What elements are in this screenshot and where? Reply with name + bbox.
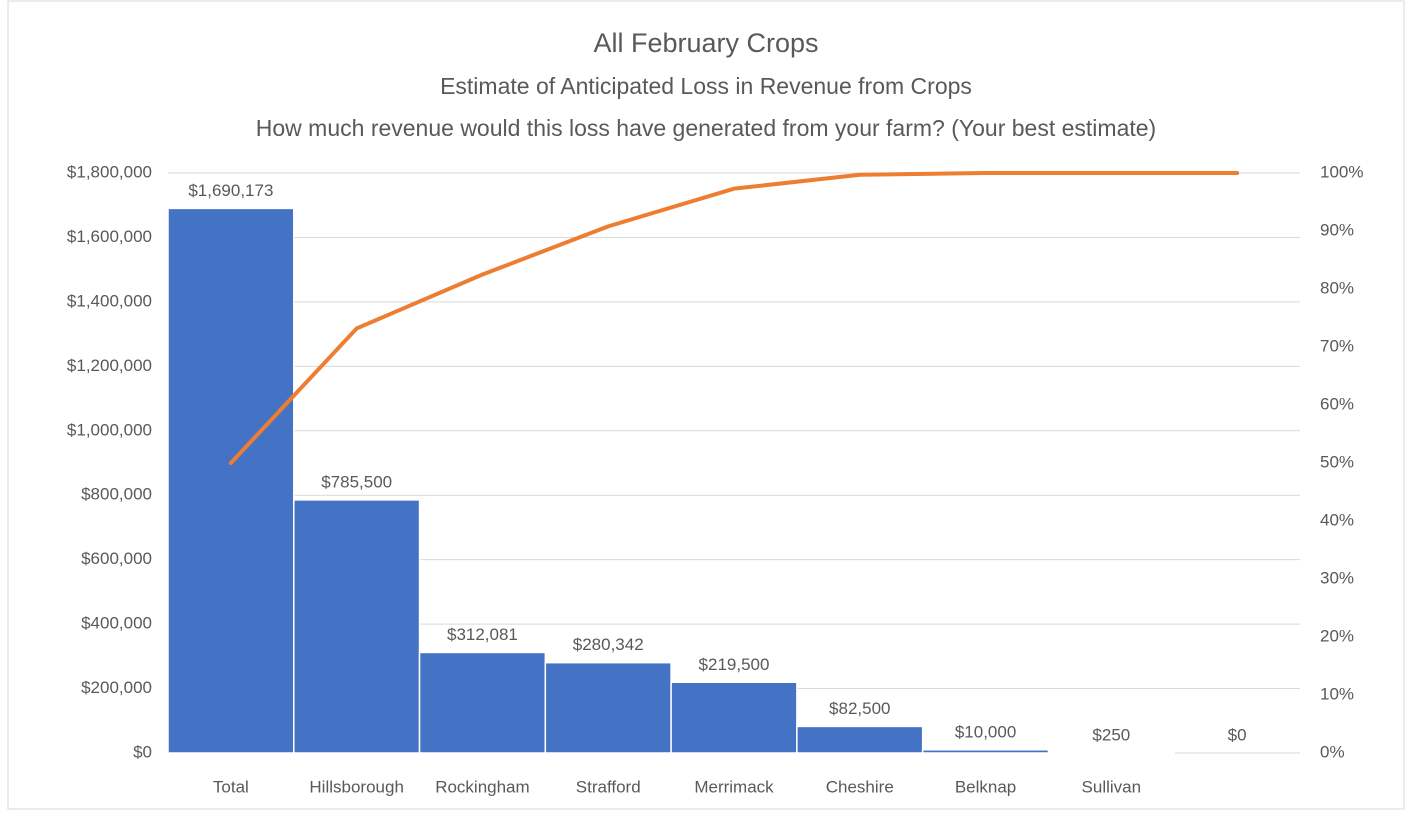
y2-tick-label: 30% [1320,568,1354,587]
bar [544,661,672,754]
y2-tick-label: 80% [1320,278,1354,297]
x-tick-label: Rockingham [435,777,530,796]
bar [921,749,1050,754]
chart-subtitle: Estimate of Anticipated Loss in Revenue … [440,73,972,99]
x-tick-label: Cheshire [826,777,894,796]
value-label: $82,500 [829,699,890,718]
y2-tick-label: 40% [1320,510,1354,529]
x-tick-label: Merrimack [694,777,774,796]
y-tick-label: $1,800,000 [67,162,152,181]
bar [418,651,547,754]
y2-tick-label: 10% [1320,684,1354,703]
x-tick-label: Hillsborough [309,777,404,796]
chart-title: All February Crops [593,28,818,58]
chart-subtitle: How much revenue would this loss have ge… [256,115,1156,141]
y-tick-label: $200,000 [81,678,152,697]
y-tick-label: $1,600,000 [67,227,152,246]
value-label: $1,690,173 [188,181,273,200]
y-tick-label: $800,000 [81,485,152,504]
y2-tick-label: 90% [1320,220,1354,239]
y-tick-label: $1,200,000 [67,356,152,375]
x-tick-label: Belknap [955,777,1016,796]
y2-tick-label: 0% [1320,742,1345,761]
y2-tick-label: 100% [1320,162,1363,181]
value-label: $0 [1228,725,1247,744]
y2-tick-label: 20% [1320,626,1354,645]
bar [167,207,295,754]
x-tick-label: Sullivan [1082,777,1142,796]
value-label: $312,081 [447,625,518,644]
y2-tick-label: 50% [1320,452,1354,471]
y-tick-label: $600,000 [81,549,152,568]
value-label: $785,500 [321,472,392,491]
y2-tick-label: 60% [1320,394,1354,413]
value-label: $250 [1092,725,1130,744]
y2-tick-label: 70% [1320,336,1354,355]
y-tick-label: $400,000 [81,614,152,633]
bar [796,725,924,754]
value-label: $219,500 [699,655,770,674]
y-tick-label: $1,400,000 [67,291,152,310]
y-tick-label: $0 [133,742,152,761]
y-tick-label: $1,000,000 [67,420,152,439]
x-tick-label: Total [213,777,249,796]
bar [670,681,798,754]
value-label: $10,000 [955,722,1016,741]
x-tick-label: Strafford [576,777,641,796]
value-label: $280,342 [573,635,644,654]
bar [293,499,421,754]
cumulative-line [228,171,1240,465]
